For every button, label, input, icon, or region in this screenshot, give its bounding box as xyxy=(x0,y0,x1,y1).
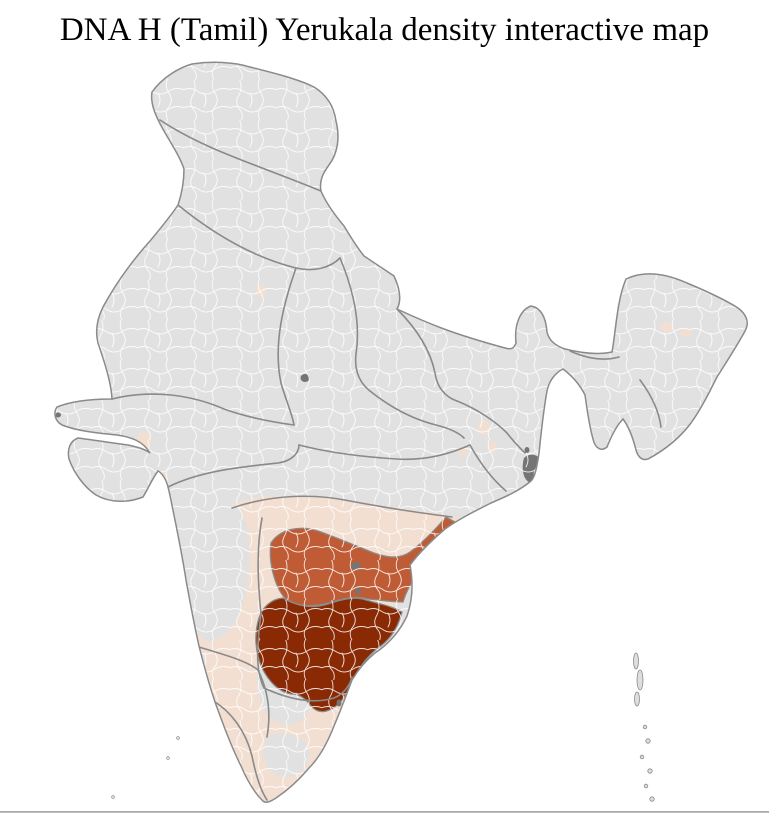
district-boundary-mesh xyxy=(54,62,748,803)
bottom-divider xyxy=(0,811,769,813)
lakshadweep-islands[interactable] xyxy=(111,736,180,799)
state-borders xyxy=(111,119,662,801)
andaman-nicobar-islands[interactable] xyxy=(633,652,655,802)
page-title: DNA H (Tamil) Yerukala density interacti… xyxy=(59,12,710,48)
